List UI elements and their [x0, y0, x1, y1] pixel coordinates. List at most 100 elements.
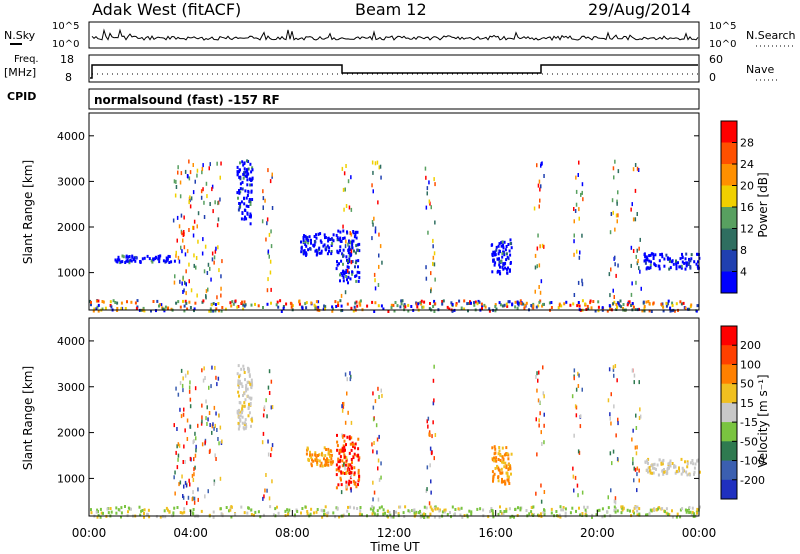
data-cell	[638, 246, 640, 251]
data-cell	[639, 407, 641, 412]
data-cell	[264, 198, 266, 203]
data-cell	[240, 367, 243, 371]
data-cell	[213, 481, 215, 486]
data-cell	[352, 444, 354, 448]
data-cell	[371, 505, 374, 509]
data-cell	[649, 263, 652, 267]
data-cell	[182, 376, 184, 381]
data-cell	[347, 465, 350, 469]
data-cell	[562, 508, 565, 512]
data-cell	[244, 426, 247, 430]
data-cell	[214, 303, 217, 306]
data-cell	[183, 444, 185, 449]
data-cell	[496, 257, 499, 261]
data-cell	[158, 256, 161, 260]
data-cell	[336, 238, 339, 242]
data-cell	[154, 255, 157, 259]
data-cell	[493, 459, 496, 463]
data-cell	[484, 305, 487, 309]
data-cell	[616, 378, 618, 383]
data-cell	[237, 421, 240, 425]
data-cell	[677, 261, 679, 265]
data-cell	[249, 215, 252, 219]
data-cell	[189, 204, 192, 209]
data-cell	[164, 515, 167, 519]
data-cell	[503, 240, 506, 244]
data-cell	[220, 161, 222, 166]
data-cell	[612, 367, 615, 372]
data-cell	[578, 304, 581, 308]
data-cell	[188, 389, 191, 394]
data-cell	[524, 303, 527, 307]
colorbar-frame	[720, 325, 738, 500]
data-cell	[612, 288, 614, 293]
data-cell	[238, 189, 240, 192]
data-cell	[657, 473, 660, 477]
data-cell	[690, 303, 693, 307]
data-cell	[185, 301, 188, 305]
data-cell	[503, 262, 506, 266]
data-cell	[647, 466, 650, 470]
data-cell	[446, 513, 449, 516]
data-cell	[323, 512, 325, 516]
data-cell	[684, 508, 687, 512]
data-cell	[387, 310, 390, 313]
data-cell	[460, 506, 463, 510]
data-cell	[358, 475, 361, 479]
data-cell	[372, 170, 374, 175]
colorbar-swatch	[721, 164, 737, 186]
data-cell	[239, 382, 242, 386]
data-cell	[348, 479, 351, 483]
data-cell	[379, 164, 382, 169]
data-cell	[380, 388, 382, 393]
data-cell	[279, 299, 282, 303]
data-cell	[310, 241, 312, 245]
data-cell	[182, 233, 185, 237]
data-cell	[300, 246, 303, 250]
data-cell	[680, 472, 683, 476]
data-cell	[502, 512, 505, 515]
data-cell	[194, 301, 197, 305]
data-cell	[643, 307, 646, 311]
data-cell	[314, 458, 317, 462]
data-cell	[238, 408, 240, 412]
data-cell	[219, 197, 221, 202]
data-cell	[499, 453, 502, 457]
data-cell	[450, 515, 452, 519]
data-cell	[307, 458, 310, 462]
data-cell	[390, 303, 393, 307]
data-cell	[304, 302, 307, 306]
data-cell	[378, 232, 380, 237]
data-cell	[509, 261, 512, 264]
data-cell	[185, 483, 188, 488]
data-cell	[653, 507, 656, 511]
data-cell	[638, 512, 641, 516]
data-cell	[424, 513, 427, 516]
data-cell	[243, 167, 246, 171]
data-cell	[214, 309, 217, 313]
data-cell	[214, 200, 216, 205]
data-cell	[538, 204, 540, 209]
data-cell	[501, 455, 504, 459]
data-cell	[270, 379, 273, 384]
data-cell	[243, 300, 246, 304]
data-cell	[498, 449, 501, 453]
data-cell	[225, 506, 228, 509]
data-cell	[679, 508, 682, 512]
data-cell	[308, 235, 311, 239]
data-cell	[315, 248, 318, 252]
data-cell	[532, 505, 535, 509]
data-cell	[203, 215, 206, 219]
data-cell	[613, 300, 616, 304]
data-cell	[316, 306, 319, 310]
data-cell	[491, 509, 494, 513]
data-cell	[346, 302, 349, 306]
data-cell	[241, 300, 243, 304]
data-cell	[509, 238, 512, 242]
data-cell	[652, 257, 655, 260]
data-cell	[348, 241, 350, 245]
data-cell	[179, 305, 182, 309]
data-cell	[505, 466, 508, 470]
data-cell	[336, 444, 339, 448]
time-x-axis: 00:00 04:00 08:00 12:00 16:00 20:00 00:00	[72, 510, 716, 540]
